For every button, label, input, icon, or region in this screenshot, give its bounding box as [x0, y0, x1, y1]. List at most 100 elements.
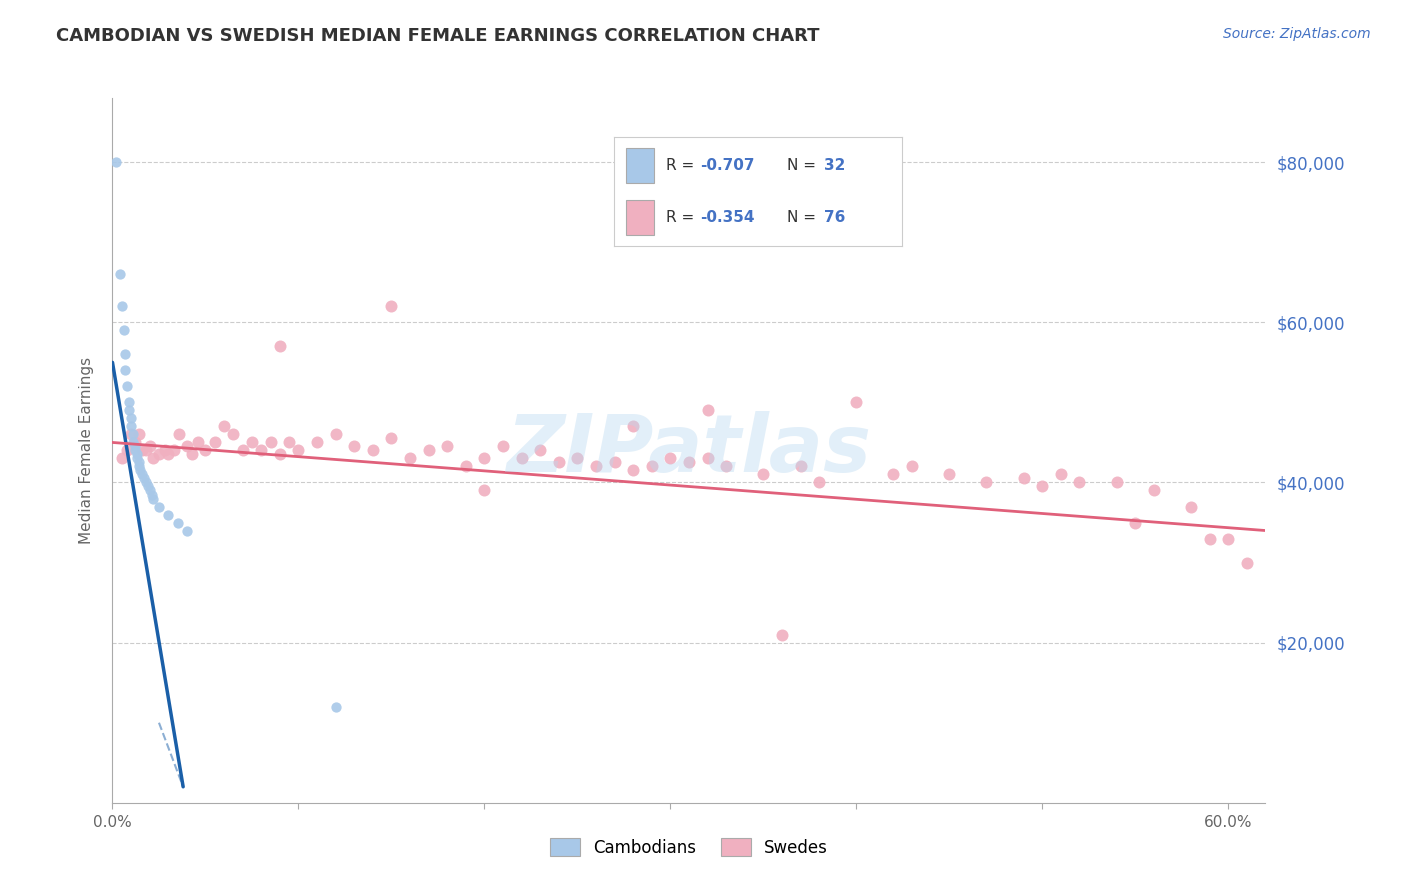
Point: [141, 487, 163, 501]
Y-axis label: Median Female Earnings: Median Female Earnings: [79, 357, 94, 544]
Point: [696, 403, 718, 417]
Point: [222, 427, 245, 442]
Text: Source: ZipAtlas.com: Source: ZipAtlas.com: [1223, 27, 1371, 41]
Point: [343, 440, 366, 454]
Point: [118, 395, 141, 409]
Point: [1180, 500, 1202, 514]
Point: [169, 427, 191, 442]
Point: [250, 443, 273, 458]
Point: [474, 483, 496, 498]
Point: [117, 379, 139, 393]
Point: [659, 451, 682, 466]
Point: [269, 339, 291, 353]
Point: [474, 451, 496, 466]
Point: [204, 435, 226, 450]
Point: [194, 443, 217, 458]
Point: [621, 463, 644, 477]
Point: [114, 363, 136, 377]
Point: [129, 463, 152, 477]
Point: [603, 455, 626, 469]
Point: [510, 451, 533, 466]
Point: [131, 443, 153, 458]
Point: [142, 491, 165, 506]
Point: [325, 427, 347, 442]
Point: [157, 447, 180, 461]
Point: [232, 443, 254, 458]
Point: [325, 699, 347, 714]
Point: [124, 440, 146, 454]
Point: [181, 447, 204, 461]
Point: [120, 419, 142, 434]
Point: [547, 455, 569, 469]
Point: [752, 467, 775, 482]
Point: [789, 459, 811, 474]
Point: [492, 440, 515, 454]
Point: [454, 459, 477, 474]
Point: [142, 451, 165, 466]
Point: [128, 459, 150, 474]
Point: [122, 427, 145, 442]
Point: [135, 475, 157, 490]
Point: [120, 411, 142, 425]
Point: [418, 443, 440, 458]
Point: [111, 451, 134, 466]
Point: [641, 459, 664, 474]
Point: [132, 471, 155, 485]
Point: [166, 516, 188, 530]
Point: [976, 475, 998, 490]
Point: [287, 443, 309, 458]
Point: [138, 440, 160, 454]
Point: [117, 443, 139, 458]
Text: ZIPatlas: ZIPatlas: [506, 411, 872, 490]
Point: [361, 443, 384, 458]
Point: [112, 323, 135, 337]
Point: [808, 475, 831, 490]
Point: [135, 443, 157, 458]
Point: [1050, 467, 1073, 482]
Point: [120, 427, 142, 442]
Point: [938, 467, 960, 482]
Point: [176, 440, 198, 454]
Point: [124, 443, 146, 458]
Point: [269, 447, 291, 461]
Point: [153, 443, 176, 458]
Point: [621, 419, 644, 434]
Point: [157, 508, 180, 522]
Point: [122, 435, 145, 450]
Point: [1198, 532, 1220, 546]
Point: [114, 347, 136, 361]
Point: [1031, 479, 1053, 493]
Point: [111, 299, 134, 313]
Point: [678, 455, 700, 469]
Point: [187, 435, 209, 450]
Point: [125, 447, 148, 461]
Point: [399, 451, 422, 466]
Point: [131, 467, 153, 482]
Point: [212, 419, 235, 434]
Point: [1069, 475, 1091, 490]
Point: [176, 524, 198, 538]
Point: [148, 447, 170, 461]
Point: [436, 440, 458, 454]
Point: [105, 155, 128, 169]
Point: [138, 483, 160, 498]
Point: [128, 427, 150, 442]
Point: [240, 435, 263, 450]
Point: [148, 500, 170, 514]
Point: [380, 432, 402, 446]
Point: [1123, 516, 1146, 530]
Point: [714, 459, 737, 474]
Point: [125, 451, 148, 466]
Point: [696, 451, 718, 466]
Point: [118, 403, 141, 417]
Point: [128, 455, 150, 469]
Point: [770, 627, 793, 641]
Point: [380, 299, 402, 313]
Point: [1105, 475, 1128, 490]
Point: [124, 435, 146, 450]
Point: [259, 435, 281, 450]
Point: [278, 435, 301, 450]
Point: [305, 435, 328, 450]
Point: [1012, 471, 1035, 485]
Point: [1218, 532, 1240, 546]
